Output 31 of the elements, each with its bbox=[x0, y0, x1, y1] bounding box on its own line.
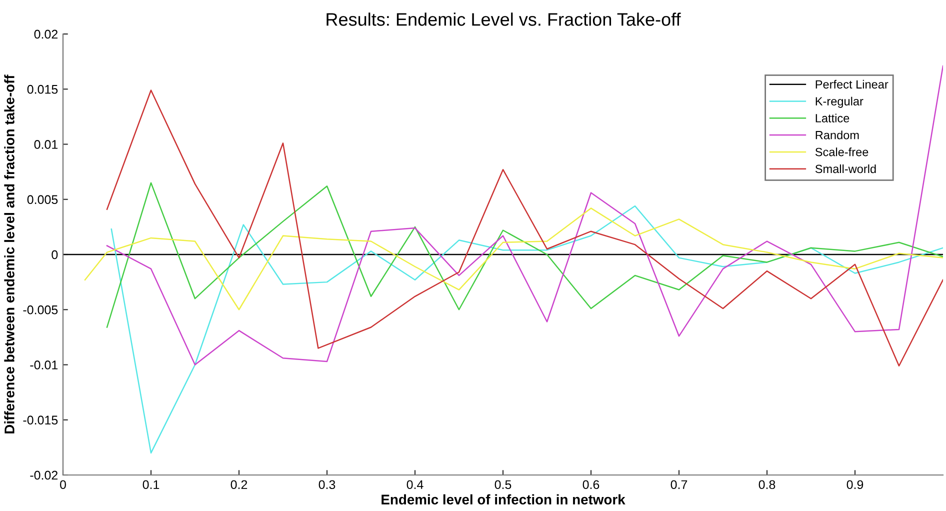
x-tick-label: 0.8 bbox=[758, 480, 776, 490]
y-tick-label: -0.01 bbox=[30, 360, 58, 370]
y-tick-label: 0.02 bbox=[34, 30, 58, 39]
x-tick-label: 0.9 bbox=[846, 480, 864, 490]
legend-label: Lattice bbox=[816, 114, 850, 122]
y-tick-label: 0.01 bbox=[34, 140, 58, 149]
x-tick-label: 0.1 bbox=[142, 480, 160, 490]
line-series bbox=[106, 182, 943, 328]
x-tick-label: 0.5 bbox=[494, 480, 512, 490]
y-tick-label: 0.015 bbox=[27, 84, 58, 94]
x-tick-label: 0.7 bbox=[670, 480, 688, 490]
y-tick-label: 0.005 bbox=[27, 195, 58, 204]
line-series bbox=[84, 208, 943, 310]
y-tick-label: -0.015 bbox=[23, 416, 58, 425]
legend-label: Small-world bbox=[815, 164, 876, 174]
line-series bbox=[110, 205, 943, 454]
y-tick-label: -0.02 bbox=[30, 470, 58, 480]
x-tick-label: 0.3 bbox=[318, 480, 336, 490]
chart-title: Results: Endemic Level vs. Fraction Take-off bbox=[326, 12, 681, 26]
x-tick-label: 0.6 bbox=[582, 480, 600, 490]
y-tick-label: 0 bbox=[52, 250, 58, 260]
x-tick-label: 0.4 bbox=[406, 480, 424, 490]
y-tick-label: -0.005 bbox=[23, 305, 58, 314]
x-tick-label: 0 bbox=[60, 480, 66, 490]
legend-label: Random bbox=[816, 130, 859, 140]
legend-label: K-regular bbox=[816, 96, 864, 108]
y-axis-title: Difference between endemic level and fraction take-off bbox=[4, 74, 14, 434]
legend-label: Scale-free bbox=[815, 148, 868, 156]
legend-label: Perfect Linear bbox=[816, 80, 888, 89]
x-tick-label: 0.2 bbox=[230, 480, 248, 490]
x-axis-title: Endemic level of infection in network bbox=[382, 494, 626, 504]
